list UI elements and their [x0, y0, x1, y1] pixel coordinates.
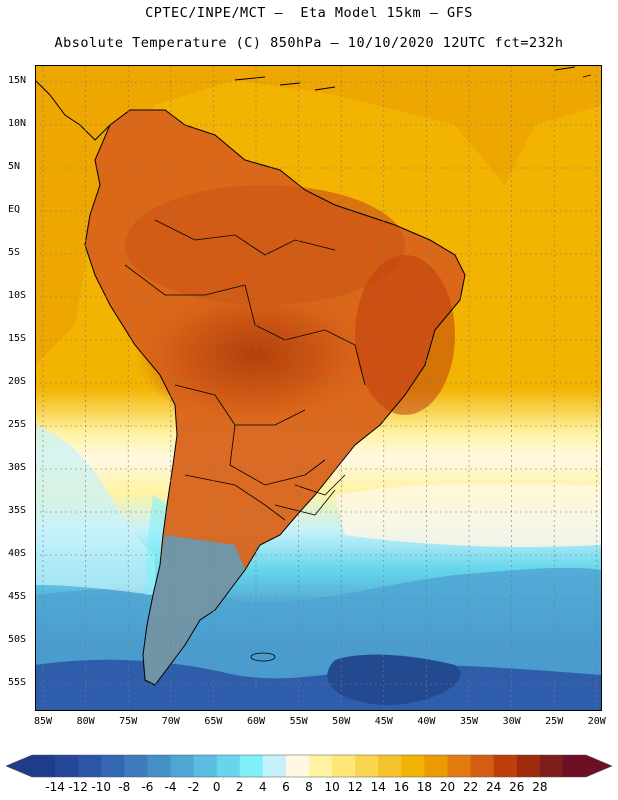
- map-title-line-2: Absolute Temperature (C) 850hPa – 10/10/…: [54, 35, 564, 51]
- legend-tick-label: 22: [462, 780, 479, 794]
- legend-swatch: [124, 755, 148, 777]
- legend-min-arrow: [6, 755, 32, 777]
- legend-swatch: [447, 755, 472, 777]
- legend-swatch: [401, 755, 425, 777]
- latitude-label: 40S: [8, 548, 27, 559]
- legend-tick-label: 28: [532, 780, 548, 794]
- map-title-line-1: CPTEC/INPE/MCT – Eta Model 15km – GFS: [145, 5, 473, 21]
- warm-band-north: [35, 65, 602, 365]
- legend-swatch: [285, 755, 310, 777]
- longitude-label: 45W: [374, 716, 393, 727]
- latitude-label: 5S: [8, 247, 21, 258]
- legend-tick-label: 8: [305, 780, 313, 794]
- central-america-coast: [35, 79, 111, 141]
- latitude-label: 10N: [8, 118, 27, 129]
- longitude-label: 80W: [76, 716, 95, 727]
- legend-swatch: [55, 755, 79, 777]
- legend-swatch: [32, 755, 56, 777]
- legend-outline: [5, 754, 613, 778]
- longitude-label: 25W: [545, 716, 564, 727]
- legend-swatch: [424, 755, 448, 777]
- map-frame: [35, 65, 602, 711]
- legend-swatch: [493, 755, 518, 777]
- country-borders: [124, 219, 366, 521]
- longitude-label: 30W: [502, 716, 521, 727]
- color-legend-bar: [5, 754, 613, 778]
- coastline: [84, 109, 466, 686]
- legend-tick-label: -10: [91, 780, 112, 794]
- legend-tick-label: 6: [282, 780, 290, 794]
- legend-swatch: [101, 755, 125, 777]
- latitude-label: 15S: [8, 333, 27, 344]
- longitude-label: 60W: [246, 716, 266, 727]
- latitude-label: 35S: [8, 505, 27, 516]
- longitude-label: 50W: [332, 716, 351, 727]
- legend-swatch: [170, 755, 195, 777]
- legend-swatch: [193, 755, 218, 777]
- legend-swatch: [539, 755, 564, 777]
- caribbean-islands: [234, 66, 592, 91]
- longitude-label: 85W: [33, 716, 53, 727]
- legend-swatch: [216, 755, 241, 777]
- legend-swatch: [355, 755, 379, 777]
- longitude-label: 55W: [289, 716, 308, 727]
- legend-swatch: [309, 755, 333, 777]
- latitude-label: 25S: [8, 419, 27, 430]
- color-legend: [0, 752, 618, 800]
- latitude-label: 45S: [8, 591, 27, 602]
- longitude-label: 20W: [587, 716, 606, 727]
- legend-tick-label: 4: [259, 780, 267, 794]
- legend-swatch: [562, 755, 587, 777]
- legend-tick-label: 18: [416, 780, 433, 794]
- legend-tick-label: -8: [118, 780, 131, 794]
- latitude-label: 10S: [8, 290, 27, 301]
- legend-tick-label: 10: [324, 780, 340, 794]
- latitude-label: 20S: [8, 376, 27, 387]
- latitude-label: 30S: [8, 462, 27, 473]
- legend-tick-label: 12: [347, 780, 363, 794]
- legend-swatch: [516, 755, 541, 777]
- legend-tick-label: -14: [45, 780, 65, 794]
- legend-tick-label: 24: [486, 780, 502, 794]
- legend-tick-label: -12: [68, 780, 88, 794]
- latitude-label: 15N: [8, 75, 27, 86]
- legend-tick-label: 20: [439, 780, 456, 794]
- falkland-islands: [250, 652, 276, 662]
- legend-swatch: [262, 755, 287, 777]
- cold-core-deep: [327, 654, 461, 705]
- legend-tick-label: 0: [212, 780, 221, 794]
- legend-tick-label: 14: [370, 780, 386, 794]
- legend-tick-label: 26: [509, 780, 525, 794]
- latitude-label: 55S: [8, 677, 27, 688]
- legend-max-arrow: [586, 755, 612, 777]
- legend-swatch: [147, 755, 171, 777]
- map-canvas: [35, 65, 602, 711]
- legend-tick-label: 16: [393, 780, 409, 794]
- legend-tick-label: 2: [235, 780, 244, 794]
- longitude-label: 75W: [119, 716, 138, 727]
- coldest-south-region: [35, 659, 602, 711]
- latitude-label: 50S: [8, 634, 27, 645]
- longitude-label: 65W: [204, 716, 223, 727]
- legend-swatch: [78, 755, 102, 777]
- latitude-label: 5N: [8, 161, 21, 172]
- legend-tick-label: -4: [164, 780, 177, 794]
- legend-swatch: [239, 755, 264, 777]
- longitude-label: 40W: [417, 716, 436, 727]
- longitude-label: 70W: [161, 716, 180, 727]
- hot-core-northeast: [355, 255, 455, 415]
- legend-swatch: [332, 755, 356, 777]
- latitude-label: EQ: [8, 204, 21, 215]
- legend-swatch: [378, 755, 402, 777]
- hot-core-north: [125, 185, 405, 305]
- legend-tick-label: -2: [187, 780, 200, 794]
- temperature-map: [35, 65, 602, 711]
- land-south-cooler: [143, 535, 245, 685]
- andes-cool-strip: [145, 495, 167, 595]
- legend-tick-label: -6: [141, 780, 154, 794]
- legend-swatch: [470, 755, 495, 777]
- pale-band-southwest: [35, 425, 155, 595]
- longitude-label: 35W: [459, 716, 479, 727]
- cream-band-southeast: [335, 484, 602, 547]
